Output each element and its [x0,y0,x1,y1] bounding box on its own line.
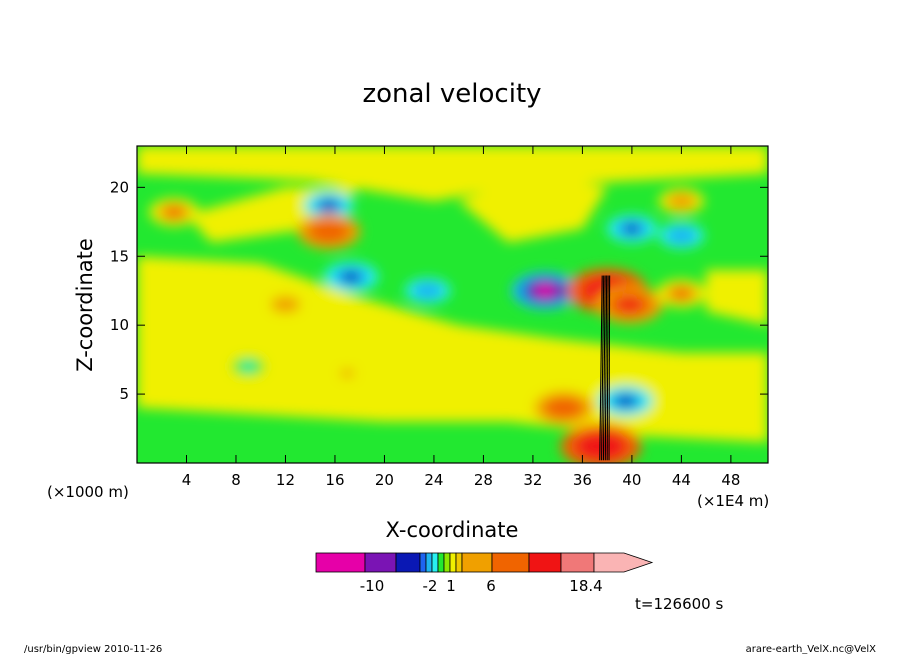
background-region-5 [137,283,212,367]
field-feature-17 [232,357,265,376]
field-feature-4 [404,277,451,304]
field-feature-1 [303,191,354,220]
time-label: t=126600 s [635,595,723,613]
field-feature-14 [560,424,642,463]
field-feature-3 [323,261,379,293]
colorbar-swatch-13 [560,552,595,573]
colorbar-swatch-9 [455,552,463,573]
x-unit-label: (×1E4 m) [697,492,769,510]
colorbar-swatch-1 [364,552,397,573]
colorbar-swatch-4 [425,552,433,573]
x-tick-label-1: 8 [231,471,241,489]
colorbar-swatch-3 [419,552,427,573]
x-tick-label-8: 36 [573,471,592,489]
x-tick-label-6: 28 [474,471,493,489]
footer-right-label: arare-earth_VelX.nc@VelX [746,644,877,654]
field-feature-7 [595,285,664,324]
y-tick-label-2: 15 [110,247,129,265]
field-feature-13 [534,391,594,425]
background-region-2 [458,173,608,243]
y-axis-label: Z-coordinate [73,238,97,372]
colorbar-swatch-11 [491,552,530,573]
field-feature-15 [262,291,309,318]
x-tick-label-7: 32 [523,471,542,489]
vortex-contour-1 [601,275,605,461]
x-tick-label-11: 48 [721,471,740,489]
x-axis-label: X-coordinate [386,518,519,542]
colorbar-tick-label-4: 18.4 [569,577,602,595]
colorbar-tick-label-0: -10 [360,577,385,595]
x-tick-label-0: 4 [182,471,192,489]
field-feature-10 [658,222,705,249]
x-tick-label-5: 24 [424,471,443,489]
colorbar-swatch-6 [437,552,445,573]
vortex-contour-3 [604,275,608,461]
x-tick-label-10: 44 [672,471,691,489]
colorbar-swatch-5 [431,552,439,573]
field-feature-8 [656,279,707,308]
y-tick-label-3: 20 [110,178,129,196]
colorbar: -10 -2 1 6 18.4 [315,552,654,595]
colorbar-swatch-2 [395,552,421,573]
field-feature-9 [606,214,657,243]
x-tick-label-2: 12 [276,471,295,489]
y-unit-label: (×1000 m) [47,483,129,501]
y-tick-label-0: 5 [119,385,129,403]
colorbar-swatch-10 [461,552,493,573]
field-feature-12 [598,385,653,417]
colorbar-swatch-8 [449,552,457,573]
field-feature-16 [326,361,368,386]
field-feature-2 [297,213,361,250]
colorbar-swatch-14 [593,552,654,573]
colorbar-tick-label-3: 6 [486,577,496,595]
colorbar-swatch-0 [315,552,366,573]
colorbar-swatch-12 [528,552,562,573]
x-tick-label-9: 40 [622,471,641,489]
vortex-contour-2 [602,275,606,461]
plot-frame [136,145,769,464]
vortex-contour-5 [608,275,611,461]
plot-area [137,146,768,463]
vortex-contour-4 [606,275,609,461]
field-feature-5 [511,271,580,310]
colorbar-swatch-7 [443,552,451,573]
vortex-contour-0 [599,275,603,461]
x-tick-label-3: 16 [325,471,344,489]
background-region-3 [706,270,768,326]
x-tick-label-4: 20 [375,471,394,489]
colorbar-tick-label-1: -2 [423,577,438,595]
field-feature-0 [149,198,200,227]
footer-left-label: /usr/bin/gpview 2010-11-26 [24,644,162,654]
background-region-0 [137,146,768,202]
colorbar-tick-label-2: 1 [446,577,456,595]
chart-title: zonal velocity [362,79,541,109]
y-tick-label-1: 10 [110,316,129,334]
field-feature-11 [658,188,705,214]
